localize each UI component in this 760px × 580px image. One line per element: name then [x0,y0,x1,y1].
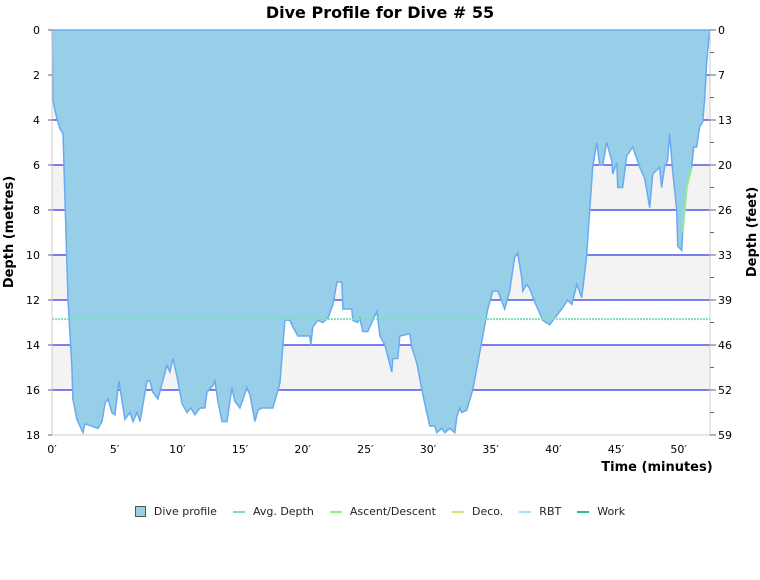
y-tick-label: 14 [26,339,40,352]
legend-item-avg-depth[interactable]: Avg. Depth [232,505,314,518]
legend-swatch [329,510,342,513]
legend-label: Deco. [471,505,504,518]
legend-label: RBT [539,505,562,518]
legend-swatch [451,510,464,513]
y2-tick-label: 33 [718,249,732,262]
y-tick-label: 16 [26,384,40,397]
y-axis-label: Depth (metres) [2,176,17,288]
ascent-descent-line [681,167,693,233]
legend-swatch [519,510,532,513]
y2-tick-label: 46 [718,339,732,352]
y-tick-label: 0 [33,24,40,37]
dive-profile-area [51,29,711,436]
legend-swatch [577,510,590,513]
x-tick-label: 40′ [545,443,562,456]
chart-title: Dive Profile for Dive # 55 [266,3,494,22]
y-tick-label: 2 [33,69,40,82]
y2-tick-label: 0 [718,24,725,37]
legend-swatch [232,510,245,513]
y2-tick-label: 39 [718,294,732,307]
legend-label: Dive profile [153,505,217,518]
x-tick-label: 15′ [232,443,249,456]
legend-item-deco[interactable]: Deco. [451,505,504,518]
legend-item-dive-profile[interactable]: Dive profile [134,505,217,518]
y-tick-label: 18 [26,429,40,442]
x-tick-label: 5′ [110,443,120,456]
x-tick-label: 20′ [294,443,311,456]
y-tick-label: 8 [33,204,40,217]
x-tick-label: 35′ [482,443,499,456]
y2-tick-label: 20 [718,159,732,172]
x-tick-label: 10′ [169,443,186,456]
legend-item-rbt[interactable]: RBT [519,505,561,518]
legend: Dive profile Avg. Depth Ascent/Descent D… [0,505,760,518]
x-tick-label: 30′ [420,443,437,456]
legend-label: Work [597,505,626,518]
x-tick-label: 50′ [670,443,687,456]
x-tick-label: 25′ [357,443,374,456]
y2-tick-label: 7 [718,69,725,82]
y-tick-label: 4 [33,114,40,127]
legend-item-ascent-descent[interactable]: Ascent/Descent [329,505,436,518]
y2-tick-label: 13 [718,114,732,127]
chart-svg: Dive Profile for Dive # 55 0 0 2 7 4 13 6 20 8 26… [2,3,760,475]
legend-swatch [134,506,146,517]
y-tick-label: 6 [33,159,40,172]
y2-axis-label: Depth (feet) [745,187,760,277]
y2-tick-label: 59 [718,429,732,442]
y2-tick-label: 26 [718,204,732,217]
y-tick-label: 10 [26,249,40,262]
x-tick-label: 0′ [47,443,57,456]
y-tick-label: 12 [26,294,40,307]
legend-label: Avg. Depth [252,505,314,518]
y2-tick-label: 52 [718,384,732,397]
legend-label: Ascent/Descent [349,505,436,518]
x-axis-label: Time (minutes) [601,460,712,475]
legend-item-work[interactable]: Work [577,505,625,518]
x-tick-label: 45′ [608,443,625,456]
